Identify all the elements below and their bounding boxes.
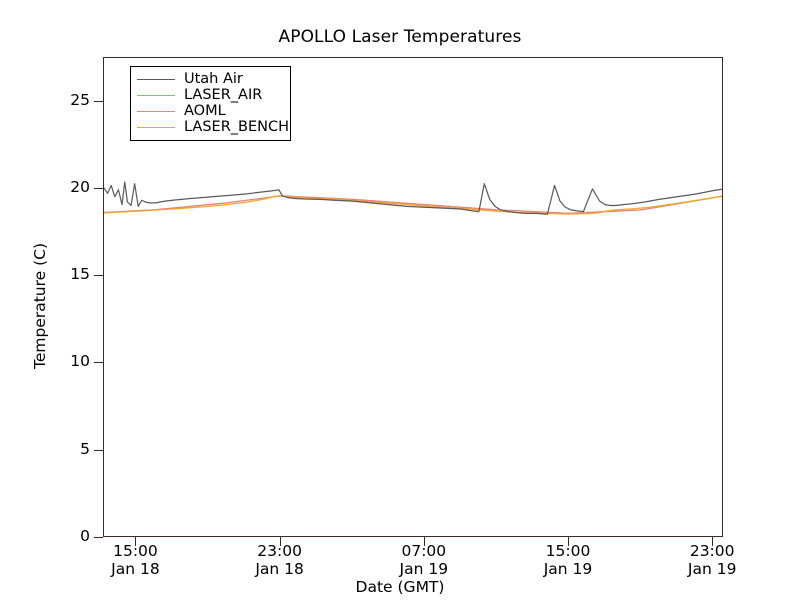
y-tick-label: 25 bbox=[70, 90, 90, 109]
legend-color-swatch bbox=[137, 94, 175, 96]
legend-label: Utah Air bbox=[184, 71, 243, 87]
y-tick-label: 10 bbox=[70, 352, 90, 371]
legend-item[interactable]: Utah Air bbox=[137, 71, 284, 87]
x-tick-label: 15:00 Jan 18 bbox=[75, 542, 195, 578]
x-tick-mark bbox=[279, 537, 281, 546]
y-tick-label: 5 bbox=[80, 439, 90, 458]
x-tick-time: 15:00 bbox=[545, 542, 591, 560]
y-tick-mark bbox=[94, 100, 103, 102]
series-line bbox=[104, 181, 722, 215]
series-line bbox=[104, 194, 722, 215]
legend-color-swatch bbox=[137, 126, 175, 128]
legend-item[interactable]: LASER_BENCH bbox=[137, 119, 289, 135]
x-tick-mark bbox=[568, 537, 569, 546]
x-tick-date: Jan 18 bbox=[111, 560, 160, 578]
plot-lines bbox=[104, 181, 722, 215]
y-tick-mark bbox=[94, 275, 103, 277]
legend-color-swatch bbox=[137, 110, 175, 112]
y-tick-mark bbox=[94, 187, 103, 189]
y-tick-label: 20 bbox=[70, 177, 90, 196]
x-tick-time: 07:00 bbox=[401, 542, 447, 560]
x-tick-time: 23:00 bbox=[257, 542, 302, 560]
x-tick-label: 23:00 Jan 18 bbox=[220, 542, 340, 578]
x-tick-date: Jan 18 bbox=[255, 560, 304, 578]
legend-item[interactable]: AOML bbox=[137, 103, 284, 119]
x-tick-label: 23:00 Jan 19 bbox=[652, 542, 772, 578]
x-tick-date: Jan 19 bbox=[543, 560, 593, 578]
y-axis-title: Temperature (C) bbox=[31, 242, 49, 370]
legend-label: LASER_BENCH bbox=[184, 119, 290, 135]
x-tick-date: Jan 19 bbox=[399, 560, 449, 578]
x-tick-mark bbox=[423, 537, 425, 546]
x-tick-time: 15:00 bbox=[113, 542, 158, 560]
y-tick-label: 15 bbox=[70, 265, 90, 284]
x-tick-date: Jan 19 bbox=[687, 560, 737, 578]
x-tick-time: 23:00 bbox=[689, 542, 735, 560]
legend-label: LASER_AIR bbox=[184, 87, 263, 103]
x-tick-mark bbox=[135, 537, 137, 546]
y-tick-mark bbox=[94, 362, 103, 364]
legend-color-swatch bbox=[137, 78, 175, 80]
chart-legend: Utah Air LASER_AIR AOML LASER_BENCH bbox=[130, 66, 291, 141]
legend-item[interactable]: LASER_AIR bbox=[137, 87, 284, 103]
legend-label: AOML bbox=[184, 103, 226, 119]
x-tick-label: 07:00 Jan 19 bbox=[364, 542, 484, 578]
x-tick-mark bbox=[712, 537, 714, 546]
x-axis-title: Date (GMT) bbox=[355, 578, 445, 596]
y-tick-mark bbox=[94, 537, 103, 538]
x-tick-label: 15:00 Jan 19 bbox=[508, 542, 628, 578]
y-tick-mark bbox=[94, 449, 103, 451]
chart-title: APOLLO Laser Temperatures bbox=[278, 27, 522, 47]
y-tick-label: 0 bbox=[80, 527, 90, 545]
